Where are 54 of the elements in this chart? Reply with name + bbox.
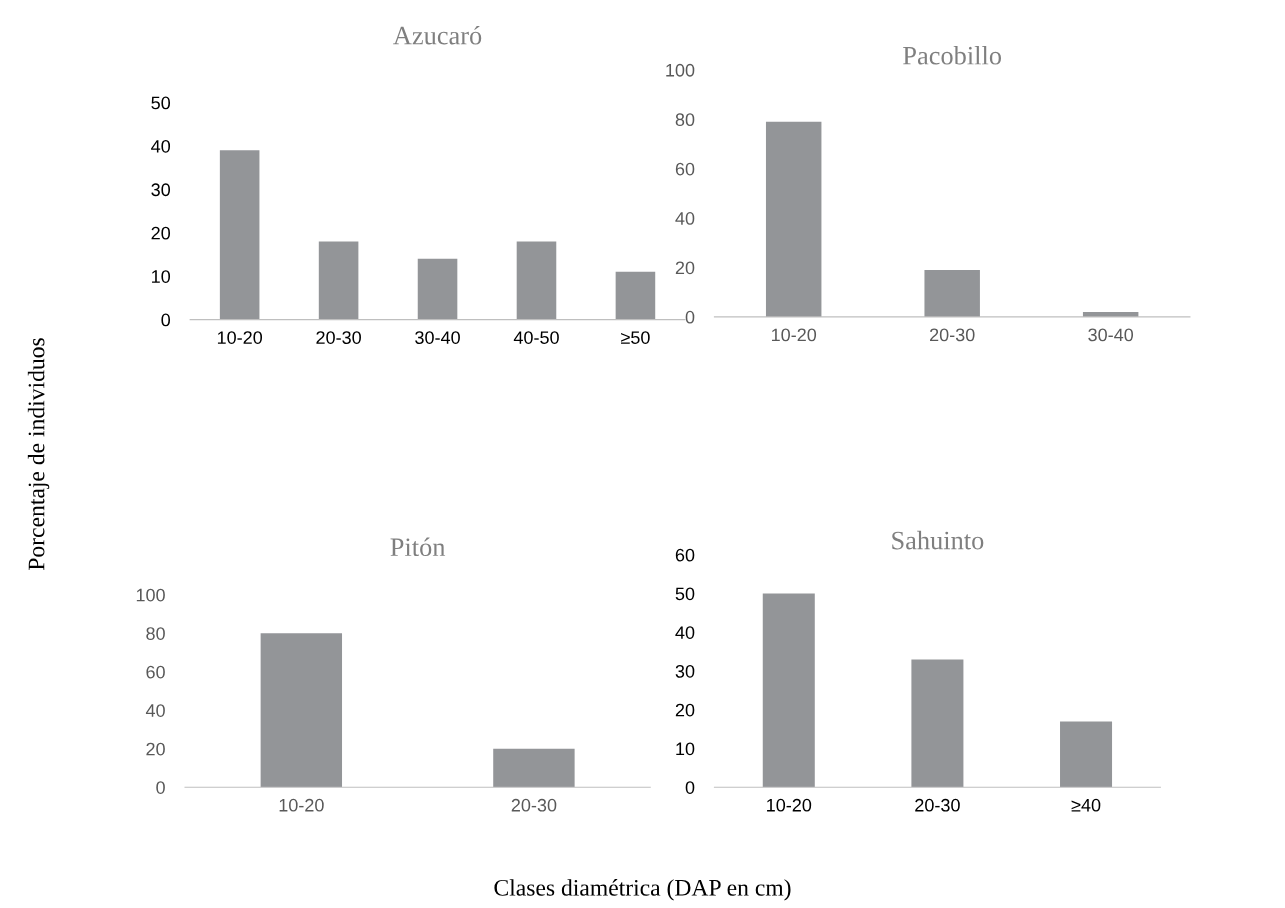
y-tick-label: 100: [136, 588, 165, 602]
y-tick-label: 40: [145, 704, 165, 717]
y-tick-label: 20: [675, 703, 695, 717]
chart-title: Pitón: [390, 537, 446, 557]
y-tick-label: 40: [675, 626, 695, 639]
x-tick-label: 20-30: [316, 331, 361, 344]
bar: [911, 659, 964, 788]
x-tick-label: 20-30: [511, 798, 557, 812]
bar: [1060, 721, 1113, 788]
chart-title: Pacobillo: [903, 45, 1002, 65]
bar: [318, 241, 359, 320]
y-tick-label: 50: [675, 587, 695, 601]
bar: [516, 241, 557, 320]
chart-title: Sahuinto: [892, 530, 984, 550]
bar: [615, 271, 656, 320]
y-tick-label: 10: [676, 742, 695, 756]
x-axis-title: Clases diamétrica (DAP en cm): [494, 879, 791, 901]
x-tick-label: 10-20: [217, 331, 263, 344]
x-tick-label: ≥40: [1071, 798, 1101, 812]
bar: [762, 593, 815, 788]
x-tick-label: 20-30: [930, 328, 975, 342]
y-tick-label: 100: [666, 63, 695, 77]
bar: [924, 269, 980, 317]
chart-title: Azucaró: [393, 25, 482, 45]
y-tick-label: 30: [151, 183, 171, 197]
y-tick-label: 40: [675, 212, 695, 225]
x-tick-label: 40-50: [513, 331, 559, 344]
bar: [765, 121, 822, 317]
y-tick-label: 0: [161, 313, 171, 327]
x-tick-label: 30-40: [415, 331, 460, 344]
y-tick-label: 40: [151, 139, 171, 153]
y-axis-title: Porcentaje de individuos: [27, 338, 50, 571]
bar: [219, 150, 260, 320]
y-tick-label: 20: [146, 742, 165, 756]
x-tick-label: 10-20: [771, 328, 817, 342]
y-tick-label: 50: [151, 96, 171, 110]
y-tick-label: 0: [156, 781, 165, 794]
y-tick-label: 80: [675, 113, 695, 127]
x-tick-label: 10-20: [279, 798, 324, 812]
y-tick-label: 20: [151, 226, 171, 240]
bar: [417, 258, 458, 320]
y-tick-label: 0: [685, 310, 695, 324]
x-tick-label: 10-20: [767, 798, 812, 812]
y-tick-label: 60: [675, 162, 695, 176]
y-tick-label: 0: [685, 781, 695, 794]
y-tick-label: 30: [675, 664, 695, 678]
y-tick-label: 10: [152, 270, 171, 283]
y-tick-label: 80: [146, 627, 165, 640]
y-tick-label: 60: [675, 548, 695, 562]
x-tick-label: 30-40: [1088, 328, 1134, 342]
y-tick-label: 20: [675, 261, 695, 275]
x-tick-label: 20-30: [915, 798, 960, 812]
x-tick-label: ≥50: [621, 331, 650, 344]
y-tick-label: 60: [146, 665, 165, 679]
